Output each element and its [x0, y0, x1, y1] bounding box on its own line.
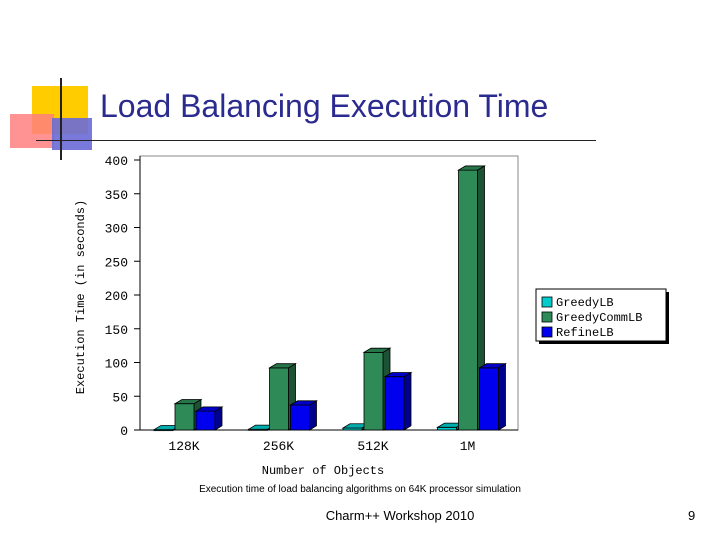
- legend-swatch: [541, 326, 553, 338]
- decor-pink-square: [10, 114, 54, 148]
- bar-top: [478, 363, 507, 369]
- decor-blue-square: [52, 118, 92, 150]
- bar: [289, 400, 318, 431]
- legend-label: GreedyLB: [556, 296, 614, 310]
- decor-vertical-line: [60, 78, 62, 160]
- bar: [194, 406, 224, 431]
- bar: [173, 398, 203, 431]
- bars: [152, 165, 507, 432]
- y-tick-label: 100: [105, 357, 128, 372]
- y-tick-label: 200: [105, 289, 128, 304]
- y-tick-label: 350: [105, 188, 128, 203]
- bar: [457, 165, 486, 431]
- bar: [383, 371, 413, 431]
- legend-swatch: [541, 296, 553, 308]
- bar-front: [363, 351, 384, 431]
- bar-top: [173, 399, 203, 405]
- bar-top: [383, 372, 413, 378]
- plot-area: [139, 155, 519, 431]
- bar-top: [289, 400, 318, 406]
- y-tick-label: 50: [112, 390, 128, 405]
- bar-front: [269, 367, 289, 431]
- bar-top: [268, 363, 297, 369]
- y-ticks: 0 50 100 150 200 250 300 350 400: [105, 154, 140, 439]
- x-tick-label: 512K: [357, 439, 388, 454]
- legend-box: [535, 288, 667, 342]
- y-tick-label: 150: [105, 323, 128, 338]
- bar-side: [309, 400, 317, 431]
- x-tick-label: 256K: [263, 439, 294, 454]
- decor-horizontal-line: [36, 140, 596, 141]
- bar-front: [458, 169, 478, 431]
- legend-label: GreedyCommLB: [556, 311, 642, 325]
- footer-text: Charm++ Workshop 2010: [325, 508, 475, 523]
- x-axis-label: Number of Objects: [262, 464, 384, 478]
- legend-swatch: [541, 311, 553, 323]
- bar-front: [290, 404, 310, 431]
- y-axis-label: Execution Time (in seconds): [74, 200, 88, 394]
- x-ticks: 128K 256K 512K 1M: [168, 439, 475, 454]
- y-tick-label: 0: [120, 424, 128, 439]
- chart-caption: Execution time of load balancing algorit…: [199, 484, 521, 495]
- y-tick-label: 400: [105, 154, 128, 169]
- bar-top: [457, 165, 486, 171]
- bar: [478, 362, 507, 431]
- bar-front: [437, 426, 457, 431]
- legend-label: RefineLB: [556, 326, 614, 340]
- slide-title: Load Balancing Execution Time: [100, 88, 549, 124]
- y-tick-label: 250: [105, 255, 128, 270]
- bar-side: [498, 362, 506, 431]
- page-number: 9: [688, 508, 696, 523]
- bar-front: [384, 376, 405, 431]
- y-tick-label: 300: [105, 222, 128, 237]
- x-tick-label: 1M: [460, 439, 476, 454]
- bar-front: [195, 410, 216, 431]
- bar-top: [362, 347, 392, 353]
- bar-top: [194, 406, 224, 412]
- bar-side: [403, 371, 412, 431]
- x-tick-label: 128K: [168, 439, 199, 454]
- bar-front: [479, 367, 499, 431]
- bar-front: [174, 403, 195, 431]
